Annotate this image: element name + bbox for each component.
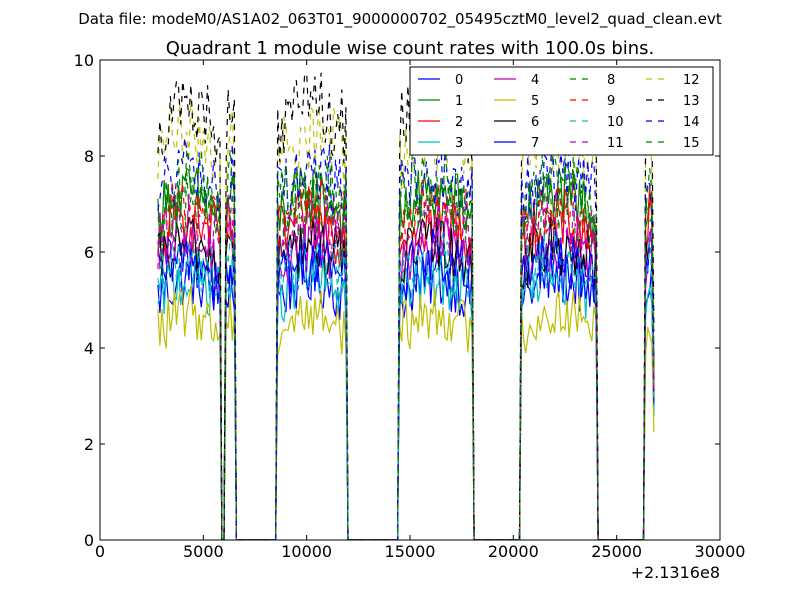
series-line-1 bbox=[157, 161, 655, 540]
series-line-15 bbox=[157, 148, 655, 540]
series-line-11 bbox=[157, 191, 655, 540]
series-line-8 bbox=[157, 170, 655, 540]
series-line-10 bbox=[157, 229, 655, 540]
y-tick-label: 8 bbox=[84, 147, 94, 166]
x-tick-label: 15000 bbox=[385, 542, 436, 561]
x-tick-label: 25000 bbox=[591, 542, 642, 561]
series-line-5 bbox=[157, 285, 655, 540]
legend-label-5: 5 bbox=[531, 94, 539, 109]
series-line-7 bbox=[157, 228, 655, 540]
figure-suptitle: Data file: modeM0/AS1A02_063T01_90000007… bbox=[78, 10, 722, 29]
x-tick-label: 30000 bbox=[695, 542, 746, 561]
series-line-12 bbox=[157, 98, 655, 540]
legend-label-7: 7 bbox=[531, 136, 539, 151]
legend-label-4: 4 bbox=[531, 73, 539, 88]
legend-label-14: 14 bbox=[683, 115, 700, 130]
chart-title: Quadrant 1 module wise count rates with … bbox=[166, 38, 655, 59]
x-tick-label: 10000 bbox=[281, 542, 332, 561]
legend-label-11: 11 bbox=[607, 136, 624, 151]
legend-label-0: 0 bbox=[455, 73, 463, 88]
legend-label-2: 2 bbox=[455, 115, 463, 130]
x-tick-label: 5000 bbox=[183, 542, 224, 561]
y-tick-label: 6 bbox=[84, 243, 94, 262]
series-line-0 bbox=[157, 249, 655, 540]
y-tick-label: 2 bbox=[84, 435, 94, 454]
legend-label-9: 9 bbox=[607, 94, 615, 109]
x-offset-label: +2.1316e8 bbox=[631, 563, 720, 582]
legend-label-12: 12 bbox=[683, 73, 700, 88]
y-tick-label: 10 bbox=[74, 51, 94, 70]
legend-label-15: 15 bbox=[683, 136, 700, 151]
x-tick-label: 0 bbox=[95, 542, 105, 561]
legend-label-6: 6 bbox=[531, 115, 539, 130]
x-tick-label: 20000 bbox=[488, 542, 539, 561]
legend-label-3: 3 bbox=[455, 136, 463, 151]
legend-label-13: 13 bbox=[683, 94, 700, 109]
legend-box bbox=[409, 66, 714, 156]
series-line-2 bbox=[157, 186, 655, 540]
y-tick-label: 4 bbox=[84, 339, 94, 358]
legend-label-8: 8 bbox=[607, 73, 615, 88]
legend-label-10: 10 bbox=[607, 115, 624, 130]
y-tick-label: 0 bbox=[84, 531, 94, 550]
legend-label-1: 1 bbox=[455, 94, 463, 109]
